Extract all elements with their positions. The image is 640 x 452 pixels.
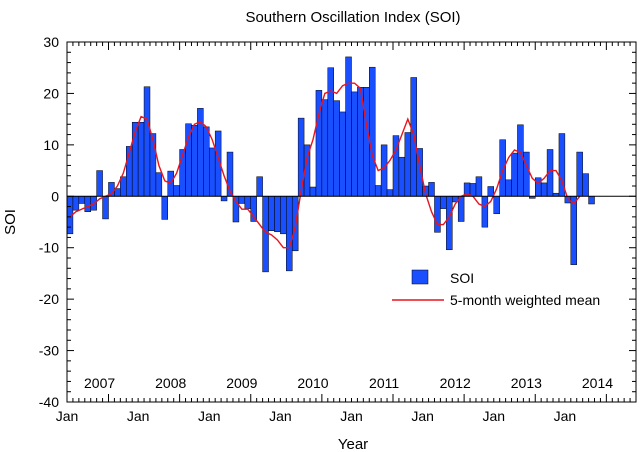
soi-bar	[220, 196, 228, 202]
year-label: 2010	[297, 375, 328, 391]
y-tick-label: 0	[51, 188, 59, 204]
soi-bar	[297, 117, 305, 197]
legend-label-mean: 5-month weighted mean	[450, 292, 600, 308]
soi-bar	[475, 176, 483, 197]
legend-label-soi: SOI	[450, 270, 474, 286]
x-tick-label: Jan	[198, 408, 221, 424]
soi-bars	[66, 56, 595, 273]
soi-bar	[487, 186, 495, 197]
soi-bar	[534, 177, 542, 197]
y-tick-label: 30	[43, 34, 59, 50]
year-label: 2014	[582, 375, 613, 391]
year-label: 2008	[155, 375, 186, 391]
chart-title: Southern Oscillation Index (SOI)	[245, 9, 460, 26]
soi-bar	[499, 139, 506, 197]
soi-bar	[185, 123, 192, 197]
soi-bar	[238, 196, 246, 204]
year-label: 2009	[226, 375, 257, 391]
soi-bar	[576, 151, 583, 197]
y-tick-label: -10	[39, 240, 59, 256]
x-tick-label: Jan	[482, 408, 505, 424]
soi-bar	[256, 176, 263, 197]
soi-bar	[505, 179, 512, 197]
soi-bar	[84, 196, 91, 212]
soi-bar	[404, 132, 412, 197]
year-label: 2011	[369, 375, 399, 391]
soi-bar	[582, 173, 589, 197]
soi-bar	[469, 183, 477, 197]
x-tick-label: Jan	[554, 408, 577, 424]
y-axis-label: SOI	[2, 209, 19, 235]
legend-swatch-soi	[411, 269, 429, 285]
soi-bar	[380, 144, 388, 197]
y-tick-label: -20	[39, 291, 59, 307]
soi-bar	[339, 111, 346, 197]
x-tick-label: Jan	[269, 408, 292, 424]
soi-bar	[588, 196, 595, 205]
weighted-mean-line	[69, 82, 581, 249]
soi-bar	[398, 156, 406, 197]
soi-bar	[72, 196, 80, 211]
soi-bar	[262, 196, 269, 273]
soi-bar	[351, 91, 358, 197]
x-tick-label: Jan	[127, 408, 150, 424]
soi-bar	[369, 66, 376, 197]
soi-bar	[321, 99, 329, 197]
soi-bar	[440, 196, 447, 209]
soi-bar	[96, 170, 103, 197]
year-labels: 2007 2008 2009 2010 2011 2012 2013 2014	[84, 375, 613, 391]
x-tick-label: Jan	[411, 408, 434, 424]
soi-bar	[345, 56, 352, 197]
soi-bar	[209, 147, 216, 197]
year-label: 2007	[84, 375, 115, 391]
year-label: 2013	[511, 375, 542, 391]
soi-bar	[493, 196, 500, 215]
soi-bar	[137, 121, 145, 197]
soi-bar	[333, 100, 340, 197]
soi-bar	[120, 176, 127, 197]
soi-bar	[286, 196, 293, 272]
soi-bar	[327, 67, 334, 197]
soi-bar	[428, 182, 435, 197]
soi-bar	[374, 185, 382, 197]
y-tick-label: -30	[39, 343, 59, 359]
soi-bar	[244, 196, 251, 209]
soi-bar	[434, 196, 441, 233]
soi-bar	[173, 185, 180, 197]
soi-bar	[523, 151, 530, 197]
soi-bar	[78, 196, 86, 204]
soi-bar	[161, 196, 169, 220]
legend: SOI 5-month weighted mean	[392, 269, 600, 308]
soi-bar	[570, 196, 577, 265]
soi-bar	[203, 126, 210, 197]
soi-bar	[517, 124, 524, 197]
x-tick-label: Jan	[340, 408, 363, 424]
y-tick-label: 10	[43, 137, 59, 153]
year-label: 2012	[440, 375, 471, 391]
x-axis-label: Year	[338, 436, 368, 452]
axes: -40 -30 -20 -10 0 10 20 30 Jan Jan Jan Jan Jan Jan Jan…	[39, 34, 637, 424]
soi-bar	[149, 133, 157, 197]
soi-bar	[540, 182, 548, 197]
soi-bar	[143, 86, 151, 197]
soi-bar	[386, 189, 394, 197]
y-tick-label: 20	[43, 85, 59, 101]
soi-bar	[102, 196, 109, 220]
soi-bar	[446, 196, 453, 251]
soi-bar	[268, 196, 275, 231]
soi-bar	[274, 196, 281, 233]
soi-bar	[363, 87, 370, 197]
x-tick-label: Jan	[56, 408, 79, 424]
soi-bar	[155, 172, 163, 197]
soi-bar	[309, 186, 317, 197]
soi-bar	[191, 125, 198, 197]
soi-bar	[511, 152, 518, 197]
soi-bar	[481, 196, 489, 228]
soi-bar	[280, 196, 287, 235]
y-tick-label: -40	[39, 394, 59, 410]
